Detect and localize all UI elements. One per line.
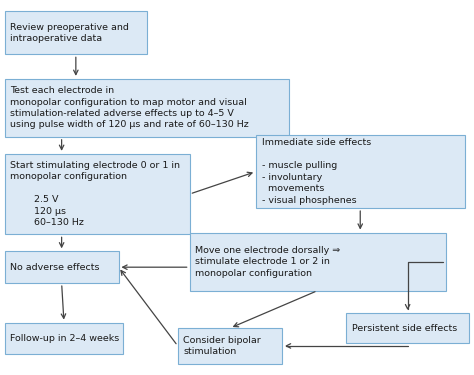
Text: Follow-up in 2–4 weeks: Follow-up in 2–4 weeks [10,334,119,343]
Text: Persistent side effects: Persistent side effects [352,324,457,333]
Text: Start stimulating electrode 0 or 1 in
monopolar configuration

        2.5 V
   : Start stimulating electrode 0 or 1 in mo… [10,161,181,227]
Text: Review preoperative and
intraoperative data: Review preoperative and intraoperative d… [10,22,129,43]
Text: Move one electrode dorsally ⇒
stimulate electrode 1 or 2 in
monopolar configurat: Move one electrode dorsally ⇒ stimulate … [195,246,340,278]
Text: Consider bipolar
stimulation: Consider bipolar stimulation [183,336,261,356]
Text: Test each electrode in
monopolar configuration to map motor and visual
stimulati: Test each electrode in monopolar configu… [10,86,249,129]
Text: Immediate side effects

- muscle pulling
- involuntary
  movements
- visual phos: Immediate side effects - muscle pulling … [262,138,371,205]
FancyBboxPatch shape [346,313,469,343]
FancyBboxPatch shape [5,322,123,354]
FancyBboxPatch shape [190,232,446,291]
FancyBboxPatch shape [5,154,190,234]
FancyBboxPatch shape [5,11,147,54]
FancyBboxPatch shape [256,135,465,208]
FancyBboxPatch shape [178,328,282,364]
Text: No adverse effects: No adverse effects [10,263,100,272]
FancyBboxPatch shape [5,251,118,283]
FancyBboxPatch shape [5,79,289,137]
